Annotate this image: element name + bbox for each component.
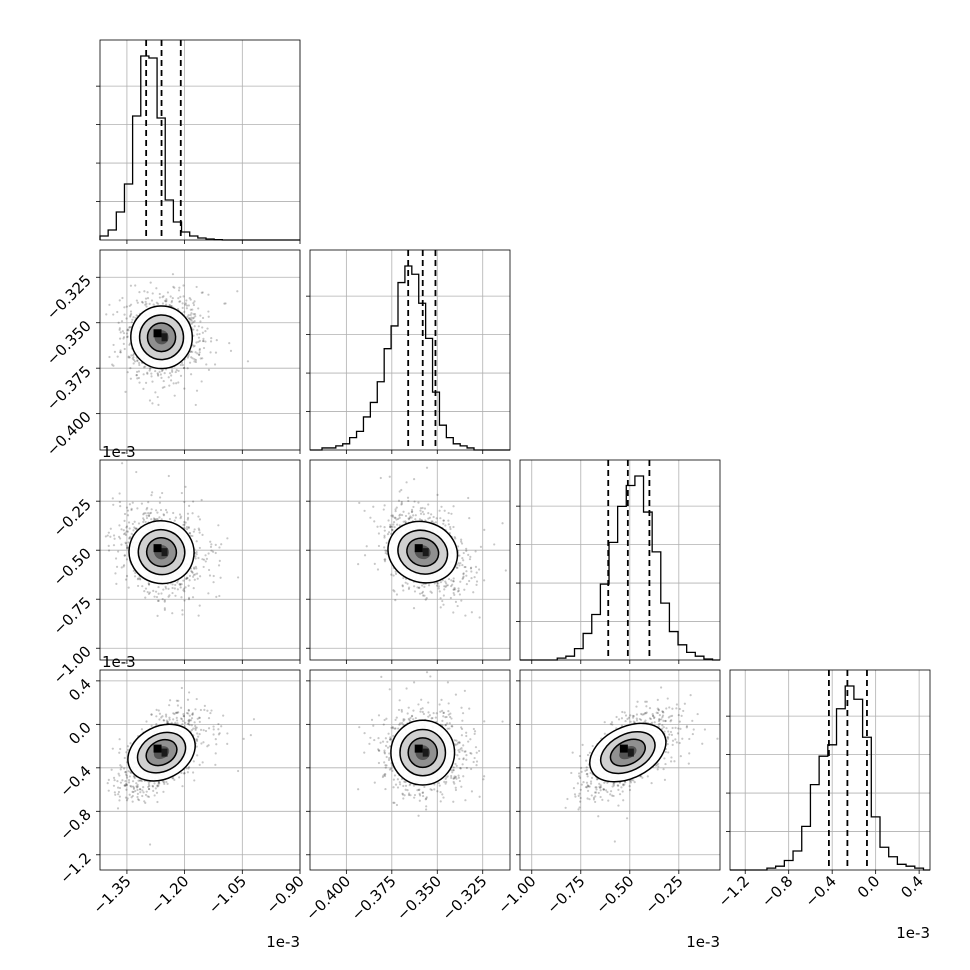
histogram-step [99, 55, 300, 241]
x-tick-label: 0.4 [897, 872, 927, 902]
y-tick-label: −0.4 [56, 762, 94, 800]
contour-line [609, 738, 646, 767]
x-tick-label: −0.75 [543, 872, 588, 917]
contour-line [397, 529, 449, 575]
contour-line [589, 722, 667, 783]
contour-line [387, 520, 459, 584]
contour-line [136, 731, 187, 774]
contour-line [406, 537, 440, 567]
y-tick-label: −0.75 [50, 593, 95, 638]
scatter-panel-3-0: −1.35 −1.20 −1.05 −0.90−1.2−0.8−0.40.00.4 [56, 669, 308, 917]
x-tick-label: −1.35 [90, 872, 135, 917]
x-tick-label: 0.0 [854, 872, 884, 902]
x-tick-label: −0.4 [802, 872, 840, 910]
y-tick-label: −0.400 [43, 408, 95, 460]
x-tick-label: −0.90 [263, 872, 308, 917]
x-tick-label: −0.375 [348, 872, 400, 924]
x-tick-label: −0.400 [302, 872, 354, 924]
scatter-panel-3-1: −0.400−0.375−0.350−0.325 [302, 669, 511, 924]
contour-line [128, 520, 195, 585]
contour-line [127, 723, 196, 782]
contour-line [130, 305, 194, 370]
y-tick-label: −0.8 [56, 805, 94, 843]
axis-offset-label: 1e-3 [102, 443, 136, 461]
axis-offset-label: 1e-3 [686, 933, 720, 951]
axis-offset-label: 1e-3 [266, 933, 300, 951]
histogram-panel-3: −1.2 −0.8 −0.4 0.0 0.4 [715, 669, 931, 911]
y-tick-label: −0.375 [43, 362, 95, 414]
y-tick-label: −0.325 [43, 271, 95, 323]
x-tick-label: −0.350 [393, 872, 445, 924]
y-tick-label: −1.00 [50, 642, 95, 687]
histogram-step [730, 685, 930, 871]
y-tick-label: −1.2 [56, 849, 94, 887]
histogram-panel-0 [96, 39, 301, 244]
x-tick-label: −0.325 [439, 872, 491, 924]
histogram-panel-1 [306, 249, 511, 454]
x-tick-label: −1.05 [205, 872, 250, 917]
contour-line [145, 537, 178, 568]
y-tick-label: −0.50 [50, 544, 95, 589]
x-tick-label: −0.25 [641, 872, 686, 917]
contour-line [390, 719, 456, 786]
contour-line [146, 322, 177, 353]
scatter-panel-2-0: −1.00−0.75−0.50−0.25 [50, 459, 301, 688]
axis-offset-label: 1e-3 [896, 924, 930, 942]
contour-line [137, 528, 186, 576]
axis-offset-label: 1e-3 [102, 653, 136, 671]
scatter-panel-2-1 [306, 459, 511, 664]
y-tick-label: −0.25 [50, 495, 95, 540]
x-tick-label: −1.2 [715, 872, 753, 910]
histogram-step [310, 265, 510, 451]
y-tick-label: −0.350 [43, 317, 95, 369]
contour-line [399, 728, 447, 777]
contour-line [407, 737, 439, 769]
contour-line [138, 314, 185, 361]
x-tick-label: −1.20 [147, 872, 192, 917]
contour-line [145, 738, 178, 767]
y-tick-label: 0.0 [65, 718, 95, 748]
histogram-step [520, 475, 720, 661]
contour-line [599, 731, 656, 775]
x-tick-label: −0.50 [592, 872, 637, 917]
scatter-panel-1-0: −0.400−0.375−0.350−0.325 [43, 249, 301, 460]
x-tick-label: −1.00 [494, 872, 539, 917]
histogram-panel-2 [516, 459, 721, 664]
scatter-panel-3-2: −1.00 −0.75 −0.50 −0.25 [494, 669, 721, 917]
x-tick-label: −0.8 [758, 872, 796, 910]
